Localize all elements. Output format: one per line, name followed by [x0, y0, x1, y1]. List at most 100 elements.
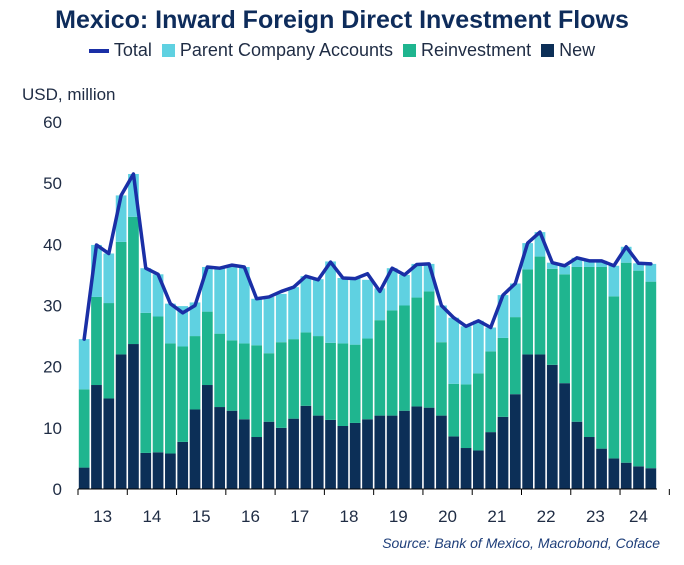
legend-swatch-new: [541, 44, 555, 57]
bar-new: [522, 354, 534, 489]
bar-reinvestment: [78, 389, 90, 468]
bar-new: [583, 437, 595, 489]
bar-new: [251, 437, 262, 489]
legend-swatch-parent: [161, 44, 175, 57]
bar-new: [436, 415, 447, 489]
bar-new: [288, 418, 299, 489]
bar-reinvestment: [571, 266, 583, 422]
bar-parent: [411, 263, 423, 298]
legend-item-parent: Parent Company Accounts: [161, 40, 393, 61]
bar-reinvestment: [362, 338, 373, 420]
bar-new: [485, 432, 497, 489]
y-tick-label: 30: [43, 297, 62, 316]
bar-new: [362, 419, 373, 489]
bar-new: [460, 448, 472, 489]
bar-parent: [226, 265, 238, 341]
bar-new: [103, 398, 115, 489]
bar-reinvestment: [251, 345, 262, 438]
bar-reinvestment: [325, 342, 336, 420]
bar-reinvestment: [559, 274, 570, 384]
bar-new: [386, 415, 398, 489]
bar-new: [571, 421, 583, 489]
bar-parent: [546, 262, 558, 269]
bar-reinvestment: [115, 241, 127, 355]
bar-new: [140, 452, 152, 489]
bar-parent: [288, 287, 299, 340]
bar-parent: [140, 268, 152, 313]
bar-reinvestment: [411, 297, 423, 407]
bar-parent: [633, 263, 644, 271]
bar-new: [546, 364, 558, 489]
bar-parent: [91, 244, 102, 297]
bar-parent: [497, 295, 509, 338]
y-tick-label: 60: [43, 113, 62, 132]
bar-parent: [251, 298, 262, 346]
bar-reinvestment: [91, 296, 102, 386]
bar-reinvestment: [485, 351, 497, 433]
bar-parent: [128, 173, 139, 217]
bar-parent: [177, 306, 189, 347]
bar-new: [534, 354, 546, 489]
bar-parent: [509, 283, 521, 318]
bar-reinvestment: [497, 337, 509, 417]
bar-reinvestment: [374, 320, 386, 416]
bar-reinvestment: [103, 303, 115, 399]
bar-reinvestment: [423, 291, 435, 408]
x-tick-label: 16: [241, 507, 260, 526]
bar-reinvestment: [596, 266, 607, 449]
y-tick-label: 10: [43, 419, 62, 438]
bar-reinvestment: [165, 343, 176, 454]
x-tick-label: 19: [389, 507, 408, 526]
x-tick-label: 14: [142, 507, 161, 526]
bar-reinvestment: [386, 310, 398, 416]
bar-new: [608, 458, 620, 489]
bar-new: [423, 407, 435, 489]
chart-legend: Total Parent Company Accounts Reinvestme…: [0, 40, 684, 61]
bar-parent: [337, 277, 349, 344]
bar-parent: [473, 320, 484, 374]
bar-reinvestment: [300, 332, 312, 406]
bar-parent: [362, 279, 373, 339]
y-tick-label: 40: [43, 235, 62, 254]
bar-reinvestment: [534, 256, 546, 355]
bar-parent: [386, 268, 398, 311]
x-tick-label: 18: [340, 507, 359, 526]
y-axis-unit-label: USD, million: [22, 85, 116, 104]
bar-new: [263, 421, 275, 489]
bar-new: [473, 450, 484, 489]
bar-parent: [423, 263, 435, 292]
bar-new: [349, 422, 361, 489]
bar-new: [78, 467, 90, 489]
bar-new: [596, 448, 607, 489]
legend-label-total: Total: [113, 40, 152, 60]
bar-reinvestment: [645, 281, 657, 469]
bar-new: [300, 405, 312, 489]
bar-new: [509, 394, 521, 489]
bar-new: [226, 410, 238, 489]
bar-reinvestment: [608, 296, 620, 459]
bar-reinvestment: [522, 269, 534, 355]
bar-reinvestment: [177, 346, 189, 442]
bar-parent: [522, 243, 534, 270]
bar-parent: [571, 257, 583, 267]
y-tick-label: 50: [43, 174, 62, 193]
bar-parent: [115, 195, 127, 242]
bar-reinvestment: [337, 343, 349, 426]
bar-reinvestment: [201, 311, 213, 386]
bar-parent: [534, 232, 546, 257]
bar-new: [325, 419, 336, 489]
x-tick-label: 22: [537, 507, 556, 526]
legend-item-new: New: [541, 40, 595, 61]
y-tick-label: 20: [43, 358, 62, 377]
bar-parent: [189, 302, 201, 337]
bar-new: [275, 427, 287, 489]
bar-new: [633, 466, 644, 489]
bar-parent: [583, 260, 595, 267]
bar-new: [128, 344, 139, 489]
bar-parent: [103, 253, 115, 304]
x-tick-label: 24: [629, 507, 648, 526]
bar-parent: [238, 266, 250, 344]
bar-parent: [645, 263, 657, 282]
x-tick-label: 21: [487, 507, 506, 526]
legend-item-reinvestment: Reinvestment: [403, 40, 531, 61]
